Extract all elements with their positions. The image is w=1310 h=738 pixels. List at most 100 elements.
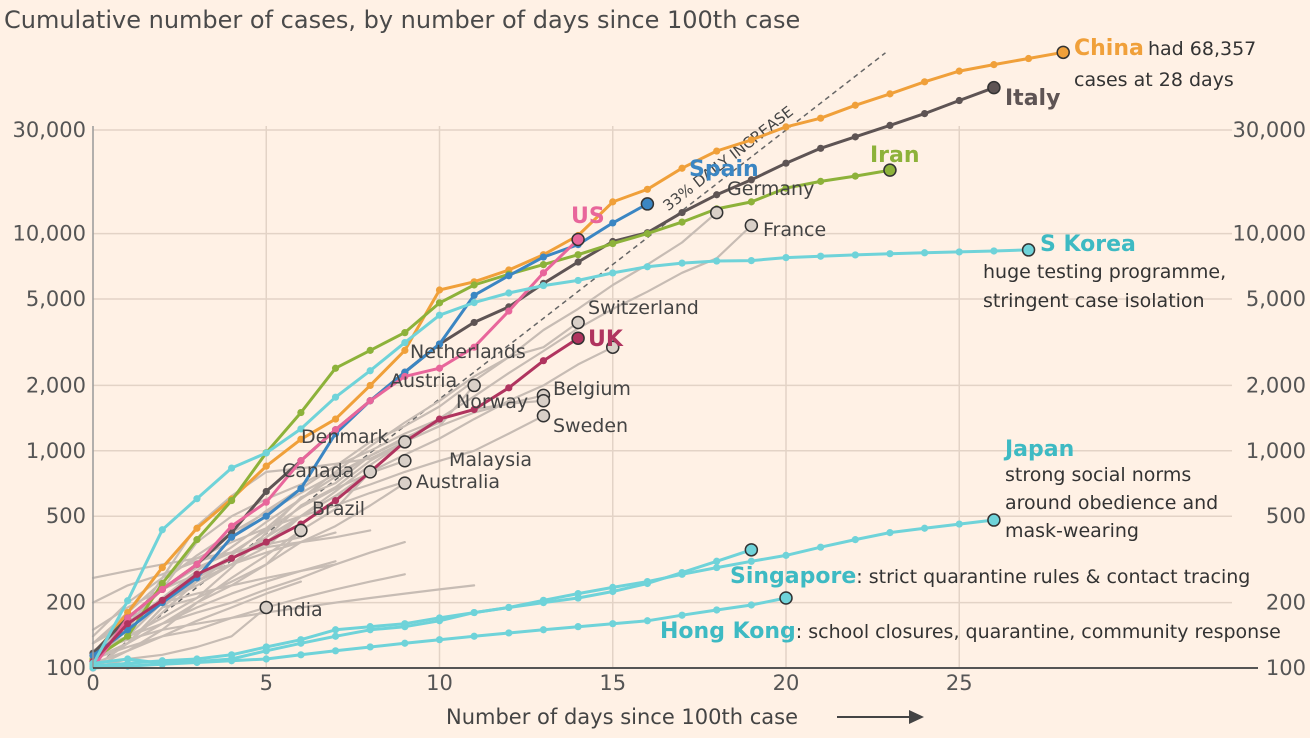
point-uk-4 (228, 554, 236, 562)
series-label-uk: UK (588, 327, 624, 352)
point-singapore-13 (539, 599, 548, 607)
point-s-korea-5 (262, 449, 270, 457)
point-s-korea-26 (990, 247, 998, 255)
series-label-france: France (763, 219, 826, 241)
series-label-india: India (276, 599, 323, 621)
point-china-17 (678, 164, 686, 172)
point-singapore-4 (228, 651, 236, 659)
point-hong-kong-8 (366, 643, 374, 651)
point-us-4 (228, 522, 236, 530)
point-singapore-12 (505, 603, 513, 612)
point-us-9 (401, 372, 409, 381)
point-s-korea-3 (193, 495, 201, 503)
end-marker-china (1056, 45, 1070, 60)
point-iran-3 (193, 536, 201, 544)
point-japan-25 (955, 520, 963, 528)
end-marker-canada (363, 465, 377, 479)
end-marker-germany (709, 205, 724, 220)
point-spain-10 (435, 340, 444, 348)
y-tick-label-left-30000: 30,000 (13, 118, 86, 142)
point-italy-24 (921, 109, 929, 118)
end-marker-sweden (536, 409, 551, 423)
point-hong-kong-17 (678, 611, 686, 619)
point-iran-2 (158, 579, 166, 588)
point-singapore-16 (643, 579, 652, 588)
series-label-australia: Australia (416, 471, 500, 493)
point-china-22 (851, 101, 859, 109)
point-s-korea-24 (921, 249, 929, 257)
point-s-korea-17 (678, 259, 686, 267)
end-marker-spain (640, 197, 655, 211)
end-marker-malaysia (398, 454, 412, 468)
series-note-s-korea-0: huge testing programme, (983, 261, 1226, 283)
point-china-16 (643, 185, 652, 193)
point-china-3 (193, 524, 201, 532)
y-tick-label-left-1000: 1,000 (26, 439, 86, 463)
end-marker-singapore (744, 543, 759, 557)
point-s-korea-15 (609, 269, 617, 277)
point-china-27 (1024, 54, 1033, 63)
end-marker-japan (987, 513, 1001, 527)
point-italy-17 (678, 208, 686, 217)
x-tick-label-25: 25 (946, 671, 973, 695)
series-note-japan-0: strong social norms (1005, 464, 1191, 486)
y-tick-label-left-5000: 5,000 (26, 287, 86, 311)
point-us-3 (193, 560, 201, 568)
point-iran-11 (470, 281, 478, 289)
y-tick-label-left-2000: 2,000 (26, 373, 86, 397)
point-italy-19 (747, 176, 755, 184)
chart-title: Cumulative number of cases, by number of… (4, 6, 801, 34)
point-iran-9 (401, 329, 409, 337)
axes: Number of days since 100th case 0 5 10 15 20… (13, 118, 1306, 729)
point-singapore-18 (713, 557, 721, 565)
series-line-background-7 (91, 560, 337, 661)
series-label-japan: Japan (1003, 437, 1074, 462)
point-s-korea-18 (713, 257, 721, 265)
point-hong-kong-16 (643, 617, 652, 625)
end-marker-brazil (294, 523, 308, 538)
point-uk-13 (539, 357, 548, 365)
point-japan-22 (851, 536, 859, 544)
series-label-singapore: Singapore: strict quarantine rules & con… (730, 564, 1250, 589)
point-hong-kong-2 (158, 660, 166, 668)
point-iran-4 (228, 496, 236, 505)
y-tick-label-right-5000: 5,000 (1246, 287, 1306, 311)
point-italy-5 (262, 487, 270, 496)
point-iran-6 (297, 408, 305, 417)
point-uk-2 (158, 596, 166, 604)
point-china-6 (297, 435, 305, 443)
point-spain-6 (297, 484, 305, 493)
series-label-sweden: Sweden (553, 415, 628, 437)
series-label-italy: Italy (1005, 86, 1060, 111)
point-china-5 (262, 462, 270, 470)
series-label-canada: Canada (282, 460, 354, 482)
x-tick-label-10: 10 (426, 671, 453, 695)
x-tick-label-15: 15 (599, 671, 626, 695)
point-uk-12 (505, 384, 513, 392)
y-tick-label-right-100: 100 (1266, 656, 1306, 680)
point-us-10 (435, 364, 444, 372)
point-hong-kong-15 (609, 620, 617, 628)
point-japan-20 (782, 551, 790, 559)
y-tick-label-right-10000: 10,000 (1233, 222, 1306, 246)
y-tick-label-right-30000: 30,000 (1233, 118, 1306, 142)
point-spain-4 (228, 533, 236, 541)
point-china-7 (331, 415, 340, 423)
point-s-korea-11 (470, 299, 478, 307)
point-spain-13 (539, 253, 548, 261)
point-japan-21 (817, 543, 825, 551)
end-marker-denmark (398, 435, 412, 449)
series-label-netherlands: Netherlands (410, 341, 526, 363)
series-label-norway: Norway (456, 391, 528, 413)
series-note-singapore: : strict quarantine rules & contact trac… (856, 566, 1250, 588)
point-hong-kong-13 (539, 626, 548, 634)
series-line-background-5 (91, 540, 406, 652)
series-note-hong-kong: : school closures, quarantine, community… (796, 621, 1281, 643)
point-china-1 (124, 608, 132, 617)
point-s-korea-21 (817, 252, 825, 260)
series-line-background-10 (91, 580, 302, 665)
point-iran-1 (124, 632, 132, 640)
point-china-10 (435, 286, 444, 294)
series-label-malaysia: Malaysia (449, 449, 532, 471)
point-italy-18 (713, 191, 721, 199)
